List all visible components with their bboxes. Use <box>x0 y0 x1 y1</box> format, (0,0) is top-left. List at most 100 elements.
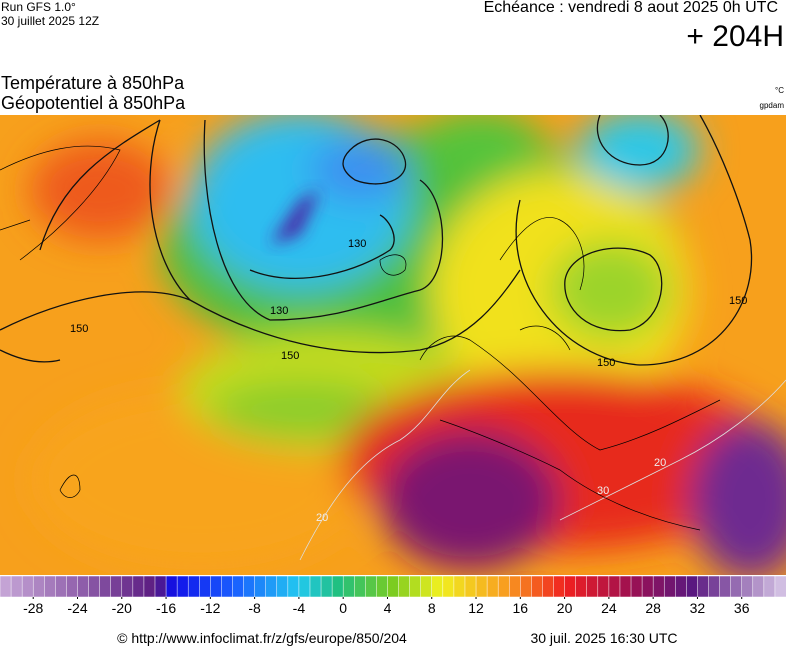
coastlines <box>0 145 721 531</box>
contour-label: 150 <box>597 357 615 369</box>
colorbar-swatch <box>210 575 223 598</box>
contour-label: 150 <box>729 295 747 307</box>
colorbar-swatch <box>697 575 710 598</box>
colorbar-swatch <box>187 575 201 598</box>
colorbar-swatch <box>32 575 46 598</box>
colorbar-swatch <box>752 575 765 598</box>
colorbar-swatch <box>232 575 245 598</box>
colorbar: -28 -24 -20 -16 -12 -8 -4 0 4 8 12 16 20 24 28 32 36 <box>0 575 786 616</box>
colorbar-tick-label: -12 <box>200 600 220 616</box>
colorbar-swatch <box>453 575 466 598</box>
colorbar-tick-label: 28 <box>645 600 661 616</box>
colorbar-swatch <box>354 575 367 598</box>
colorbar-swatch <box>0 575 12 598</box>
contour-label: 30 <box>597 485 609 497</box>
colorbar-swatch <box>431 575 444 598</box>
colorbar-tick-label: 36 <box>734 600 750 616</box>
colorbar-swatch <box>586 575 599 598</box>
colorbar-tick-label: 8 <box>428 600 436 616</box>
colorbar-swatch <box>686 575 699 598</box>
colorbar-swatch <box>508 575 522 598</box>
unit-label: °C <box>775 86 784 95</box>
colorbar-swatch <box>398 575 411 598</box>
colorbar-swatch <box>475 575 488 598</box>
contour-label: 130 <box>270 305 288 317</box>
colorbar-swatch <box>641 575 654 598</box>
run-label: Run GFS 1.0° <box>1 0 76 14</box>
field-title: Température à 850hPa <box>1 73 185 93</box>
colorbar-swatch <box>608 575 621 598</box>
colorbar-swatch <box>199 575 212 598</box>
colorbar-swatch <box>143 575 156 598</box>
colorbar-swatch <box>486 575 499 598</box>
colorbar-tick-label: -4 <box>293 600 306 616</box>
field-title: Géopotentiel à 850hPa <box>1 93 186 113</box>
colorbar-tick-label: -28 <box>23 600 43 616</box>
colorbar-tick-label: 32 <box>690 600 706 616</box>
colorbar-swatch <box>730 575 743 598</box>
colorbar-swatch <box>542 575 555 598</box>
colorbar-swatch <box>110 575 123 598</box>
lead-time: + 204H <box>686 20 784 53</box>
valid-time: Echéance : vendredi 8 aout 2025 0h UTC <box>483 0 778 16</box>
colorbar-swatch <box>719 575 732 598</box>
colorbar-swatch <box>630 575 643 598</box>
colorbar-swatch <box>597 575 610 598</box>
colorbar-swatch <box>774 575 786 598</box>
colorbar-swatch <box>55 575 68 598</box>
colorbar-swatch <box>121 575 134 598</box>
colorbar-swatch <box>619 575 632 598</box>
colorbar-swatch <box>442 575 455 598</box>
colorbar-swatch <box>708 575 721 598</box>
colorbar-swatch <box>265 575 278 598</box>
unit-label: gpdam <box>759 101 784 110</box>
colorbar-swatch <box>531 575 544 598</box>
colorbar-swatch <box>320 575 333 598</box>
contours <box>0 115 753 366</box>
temperature-field <box>0 115 786 575</box>
colorbar-swatch <box>165 575 178 598</box>
contour-label: 20 <box>316 512 328 524</box>
timestamp: 30 juil. 2025 16:30 UTC <box>530 630 677 646</box>
colorbar-swatch <box>763 575 776 598</box>
colorbar-swatch <box>663 575 677 598</box>
colorbar-swatch <box>132 575 145 598</box>
colorbar-swatch <box>309 575 322 598</box>
colorbar-swatch <box>176 575 189 598</box>
colorbar-swatch <box>497 575 510 598</box>
colorbar-swatch <box>88 575 101 598</box>
colorbar-swatch <box>44 575 57 598</box>
colorbar-tick-label: 4 <box>384 600 392 616</box>
contour-labels: 150 130 130 150 150 150 20 30 20 <box>70 238 747 524</box>
colorbar-tick-label: 20 <box>557 600 573 616</box>
contour-label: 20 <box>654 457 666 469</box>
colorbar-swatch <box>21 575 34 598</box>
colorbar-swatch <box>331 575 344 598</box>
colorbar-tick-label: -20 <box>112 600 132 616</box>
colorbar-swatch <box>741 575 754 598</box>
colorbar-swatch <box>553 575 566 598</box>
colorbar-swatch <box>342 575 356 598</box>
colorbar-swatch <box>387 575 400 598</box>
colorbar-tick-label: -16 <box>156 600 176 616</box>
colorbar-swatch <box>10 575 23 598</box>
contour-label: 150 <box>281 350 299 362</box>
contour-label: 130 <box>348 238 366 250</box>
colorbar-tick-label: 12 <box>468 600 484 616</box>
colorbar-swatch <box>221 575 234 598</box>
colorbar-swatch <box>376 575 389 598</box>
colorbar-swatch <box>564 575 577 598</box>
colorbar-swatch <box>287 575 300 598</box>
colorbar-swatch <box>99 575 112 598</box>
run-date: 30 juillet 2025 12Z <box>1 14 100 28</box>
colorbar-swatch <box>154 575 167 598</box>
colorbar-swatch <box>520 575 533 598</box>
colorbar-swatch <box>66 575 79 598</box>
colorbar-swatch <box>298 575 311 598</box>
colorbar-swatch <box>243 575 256 598</box>
colorbar-swatch <box>365 575 378 598</box>
colorbar-swatch <box>77 575 90 598</box>
isotherms <box>299 369 786 561</box>
